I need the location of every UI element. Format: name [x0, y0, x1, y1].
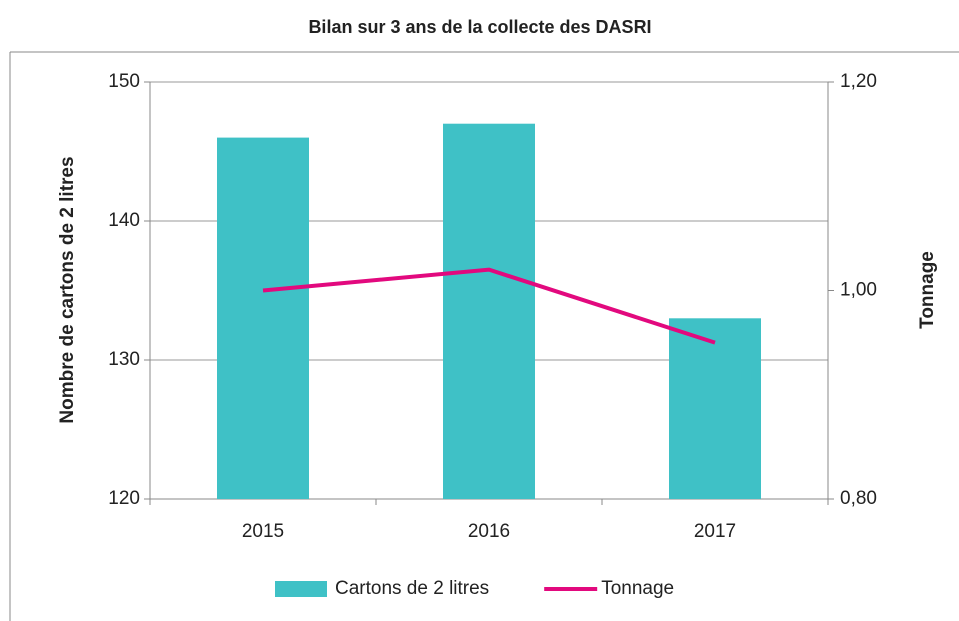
line-series	[262, 267, 716, 345]
y-axis-title: Nombre de cartons de 2 litres	[57, 156, 78, 423]
y-tick-label: 140	[108, 210, 140, 231]
y-tick-label: 120	[108, 488, 140, 509]
legend-swatch	[275, 581, 327, 597]
bar	[443, 123, 535, 499]
y2-axis-title: Tonnage	[917, 251, 938, 329]
bar	[669, 318, 761, 499]
x-tick-label: 2016	[468, 521, 510, 542]
y2-tick-label: 1,00	[840, 280, 877, 301]
x-tick-label: 2017	[694, 521, 736, 542]
y-tick-label: 130	[108, 349, 140, 370]
chart-title: Bilan sur 3 ans de la collecte des DASRI	[308, 17, 651, 37]
y2-tick-label: 0,80	[840, 488, 877, 509]
bar	[217, 137, 309, 499]
x-tick-label: 2015	[242, 521, 284, 542]
y2-tick-label: 1,20	[840, 71, 877, 92]
legend-label: Tonnage	[601, 578, 674, 599]
legend-label: Cartons de 2 litres	[335, 578, 489, 599]
y-tick-label: 150	[108, 71, 140, 92]
